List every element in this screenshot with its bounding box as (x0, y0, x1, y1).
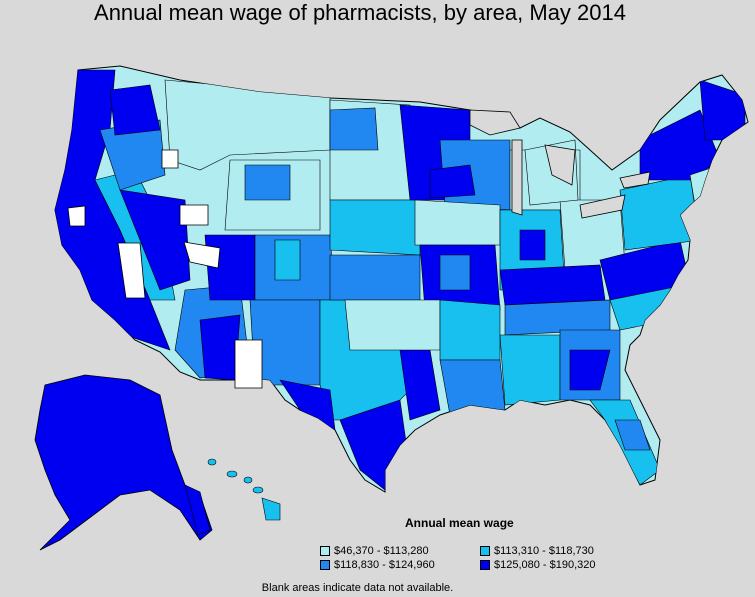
legend-title: Annual mean wage (405, 516, 514, 530)
legend-swatch-4 (480, 560, 490, 570)
legend-label-4: $125,080 - $190,320 (494, 559, 596, 571)
hawaii-region (207, 458, 281, 521)
legend-label-1: $46,370 - $113,280 (334, 545, 429, 557)
alaska-subregion (184, 484, 211, 536)
legend-swatch-3 (320, 560, 330, 570)
alaska-region (34, 374, 213, 551)
legend-item-2: $113,310 - $118,730 (480, 545, 594, 557)
legend-label-3: $118,830 - $124,960 (334, 559, 435, 571)
great-lakes (469, 109, 651, 219)
no-data-areas (67, 149, 263, 389)
map-title: Annual mean wage of pharmacists, by area… (94, 0, 626, 25)
area-regions (55, 69, 746, 491)
legend-item-3: $118,830 - $124,960 (320, 559, 435, 571)
legend-swatch-2 (480, 546, 490, 556)
legend-item-1: $46,370 - $113,280 (320, 545, 429, 557)
legend-item-4: $125,080 - $190,320 (480, 559, 596, 571)
legend-swatch-1 (320, 546, 330, 556)
blank-areas-note: Blank areas indicate data not available. (261, 582, 454, 594)
legend-label-2: $113,310 - $118,730 (494, 545, 594, 557)
